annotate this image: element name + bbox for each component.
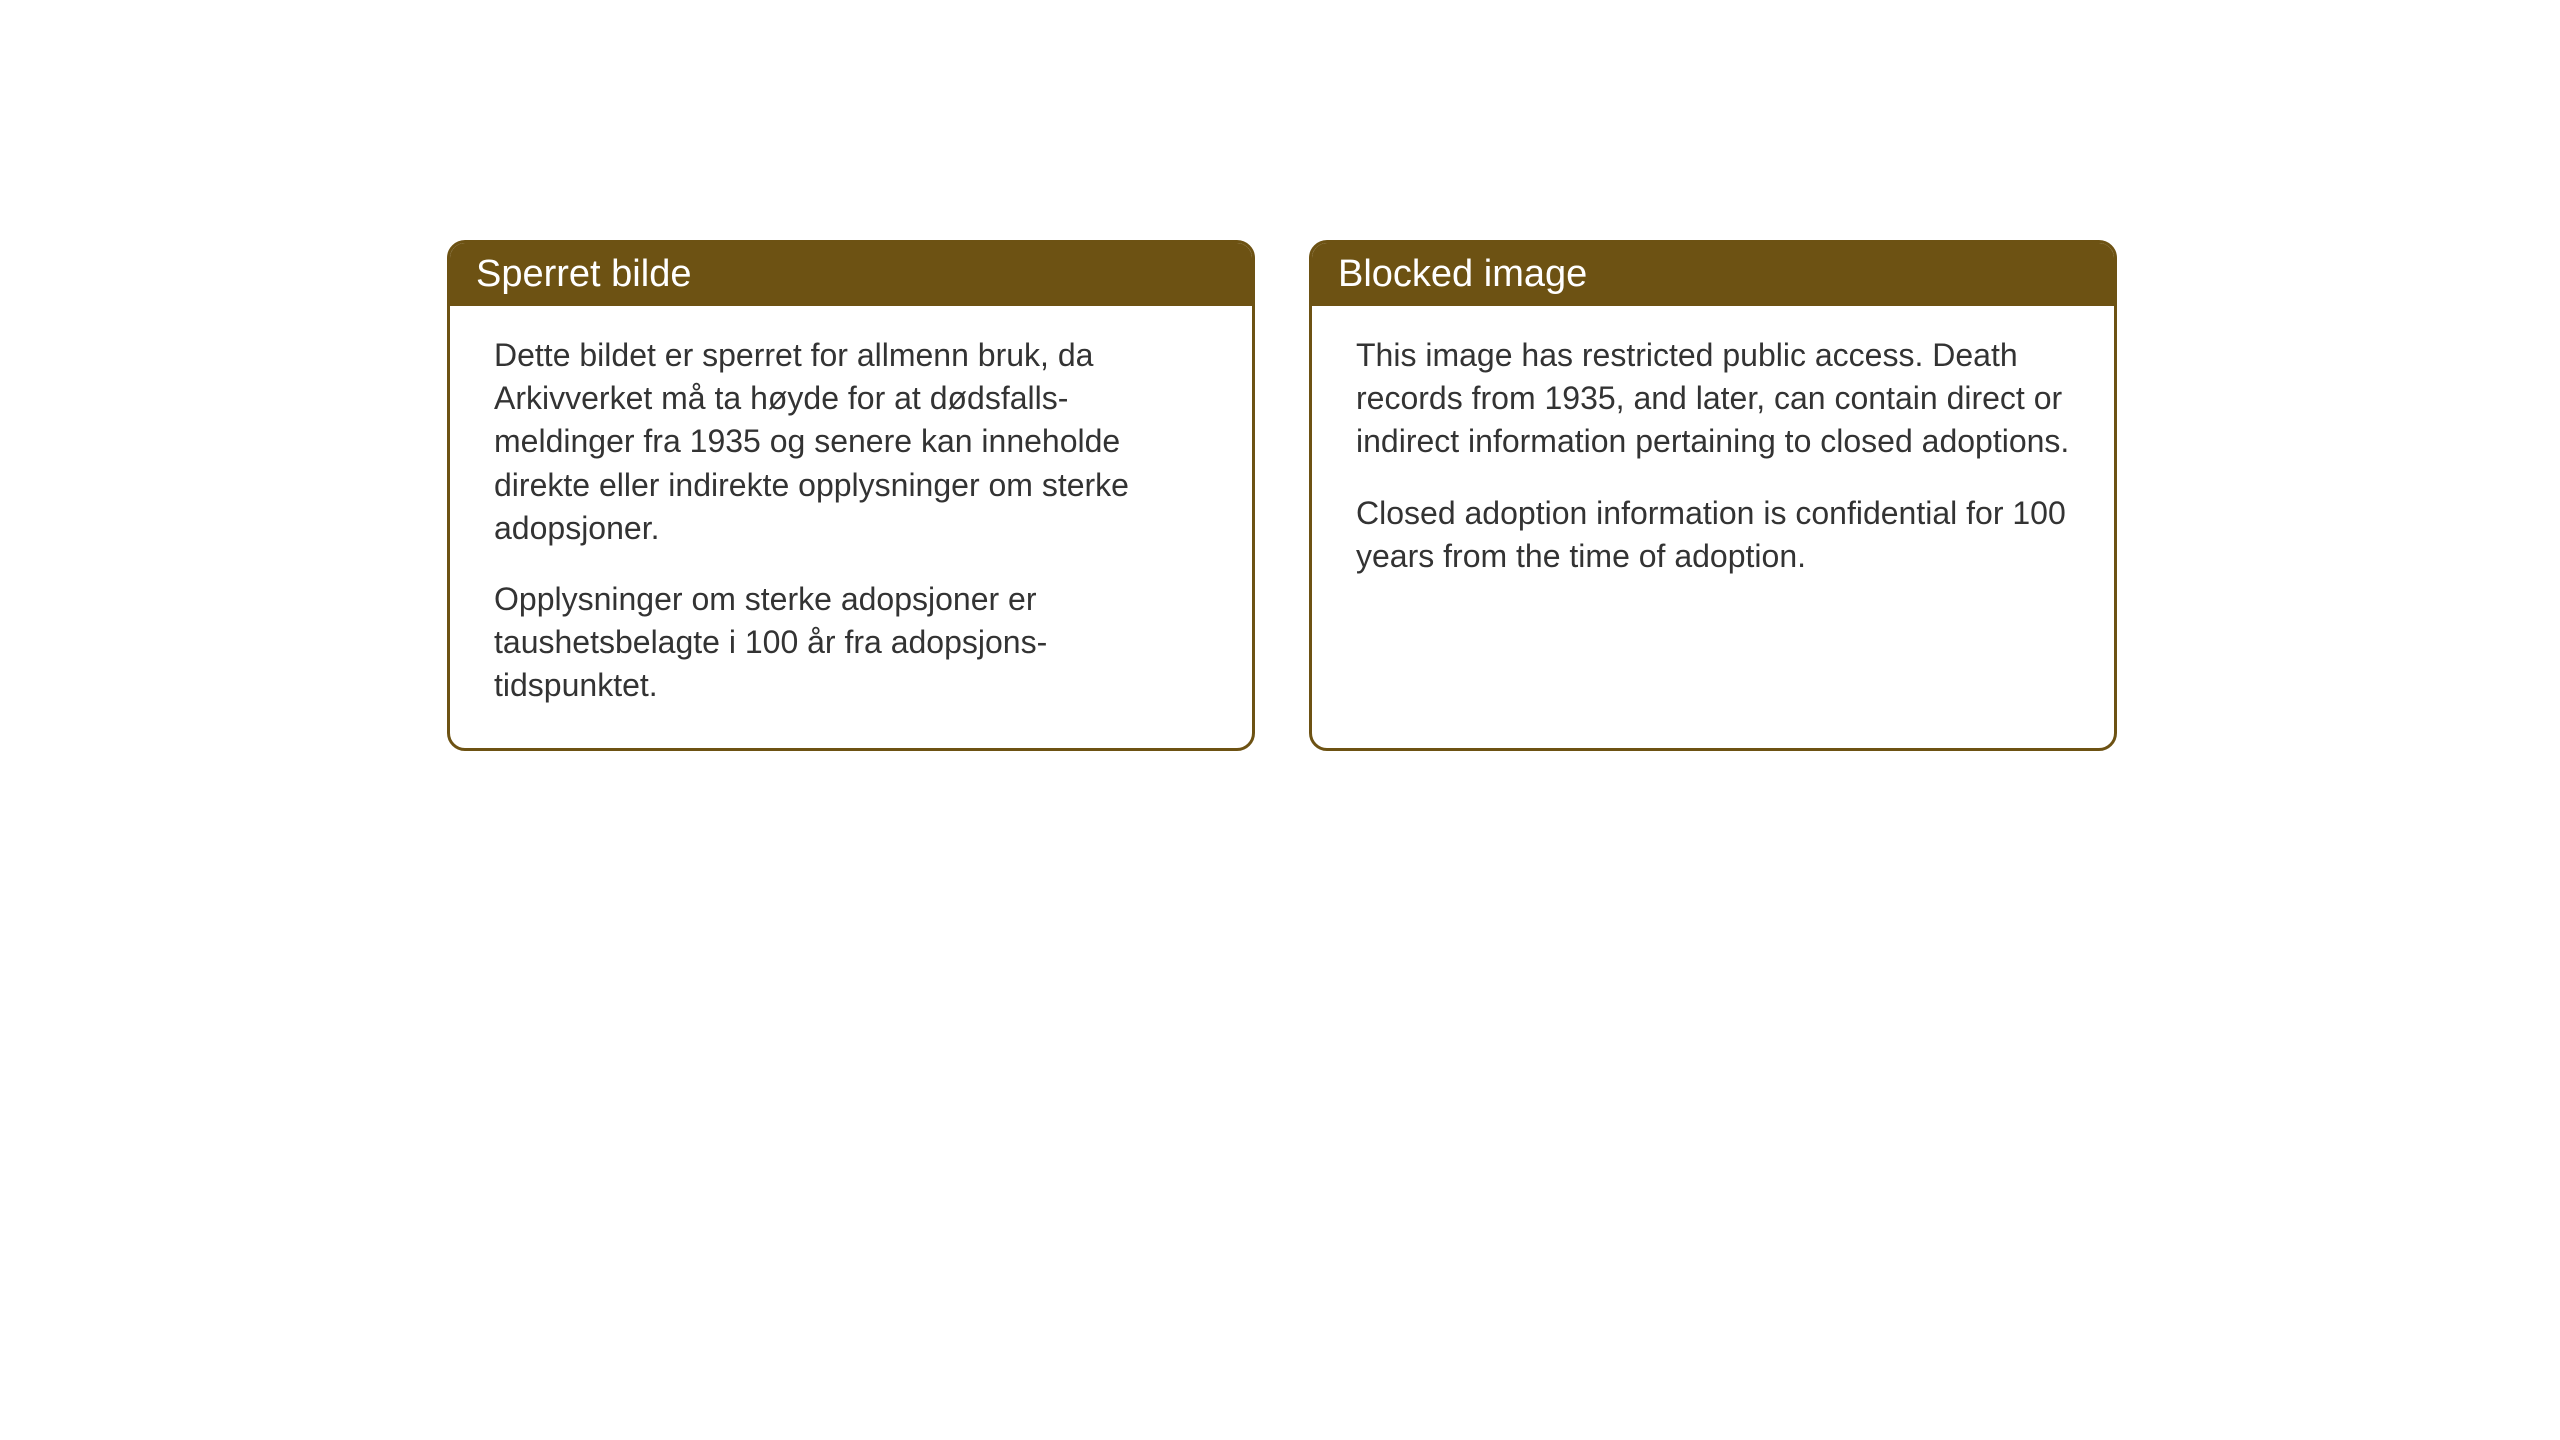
- notice-box-english: Blocked image This image has restricted …: [1309, 240, 2117, 751]
- notice-box-norwegian: Sperret bilde Dette bildet er sperret fo…: [447, 240, 1255, 751]
- notice-title-english: Blocked image: [1338, 253, 1587, 295]
- notice-paragraph-1-english: This image has restricted public access.…: [1356, 334, 2070, 464]
- notice-container: Sperret bilde Dette bildet er sperret fo…: [447, 240, 2117, 751]
- notice-paragraph-1-norwegian: Dette bildet er sperret for allmenn bruk…: [494, 334, 1208, 550]
- notice-title-norwegian: Sperret bilde: [476, 253, 691, 295]
- notice-paragraph-2-english: Closed adoption information is confident…: [1356, 492, 2070, 578]
- notice-body-norwegian: Dette bildet er sperret for allmenn bruk…: [450, 306, 1252, 748]
- notice-paragraph-2-norwegian: Opplysninger om sterke adopsjoner er tau…: [494, 578, 1208, 708]
- notice-header-english: Blocked image: [1312, 243, 2114, 306]
- notice-header-norwegian: Sperret bilde: [450, 243, 1252, 306]
- notice-body-english: This image has restricted public access.…: [1312, 306, 2114, 658]
